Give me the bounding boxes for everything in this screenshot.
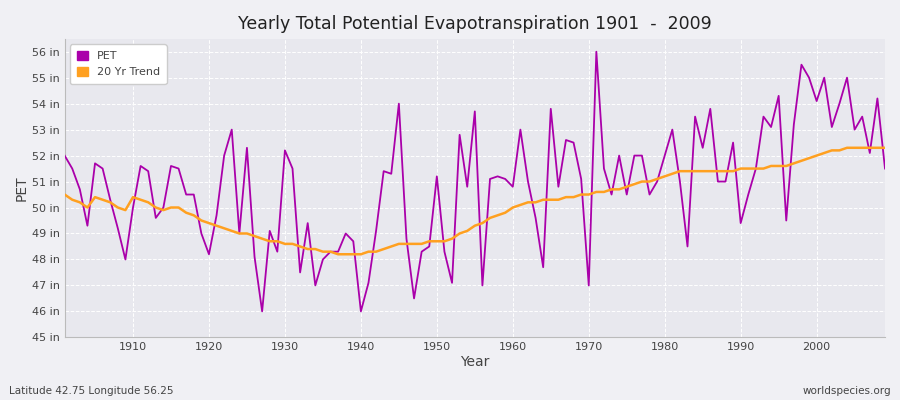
20 Yr Trend: [120, 208, 130, 212]
Y-axis label: PET: PET: [15, 175, 29, 201]
PET: [340, 231, 351, 236]
PET: [879, 166, 890, 171]
20 Yr Trend: [287, 242, 298, 246]
20 Yr Trend: [515, 202, 526, 207]
PET: [59, 153, 70, 158]
PET: [120, 257, 130, 262]
Text: worldspecies.org: worldspecies.org: [803, 386, 891, 396]
PET: [515, 127, 526, 132]
20 Yr Trend: [879, 145, 890, 150]
Legend: PET, 20 Yr Trend: PET, 20 Yr Trend: [70, 44, 166, 84]
Line: PET: PET: [65, 52, 885, 311]
PET: [614, 153, 625, 158]
20 Yr Trend: [59, 192, 70, 197]
20 Yr Trend: [333, 252, 344, 257]
Text: Latitude 42.75 Longitude 56.25: Latitude 42.75 Longitude 56.25: [9, 386, 174, 396]
PET: [508, 184, 518, 189]
20 Yr Trend: [340, 252, 351, 257]
20 Yr Trend: [842, 145, 852, 150]
Title: Yearly Total Potential Evapotranspiration 1901  -  2009: Yearly Total Potential Evapotranspiratio…: [238, 15, 712, 33]
PET: [256, 309, 267, 314]
X-axis label: Year: Year: [460, 355, 490, 369]
20 Yr Trend: [508, 205, 518, 210]
20 Yr Trend: [606, 187, 616, 192]
PET: [591, 49, 602, 54]
Line: 20 Yr Trend: 20 Yr Trend: [65, 148, 885, 254]
PET: [294, 270, 305, 275]
